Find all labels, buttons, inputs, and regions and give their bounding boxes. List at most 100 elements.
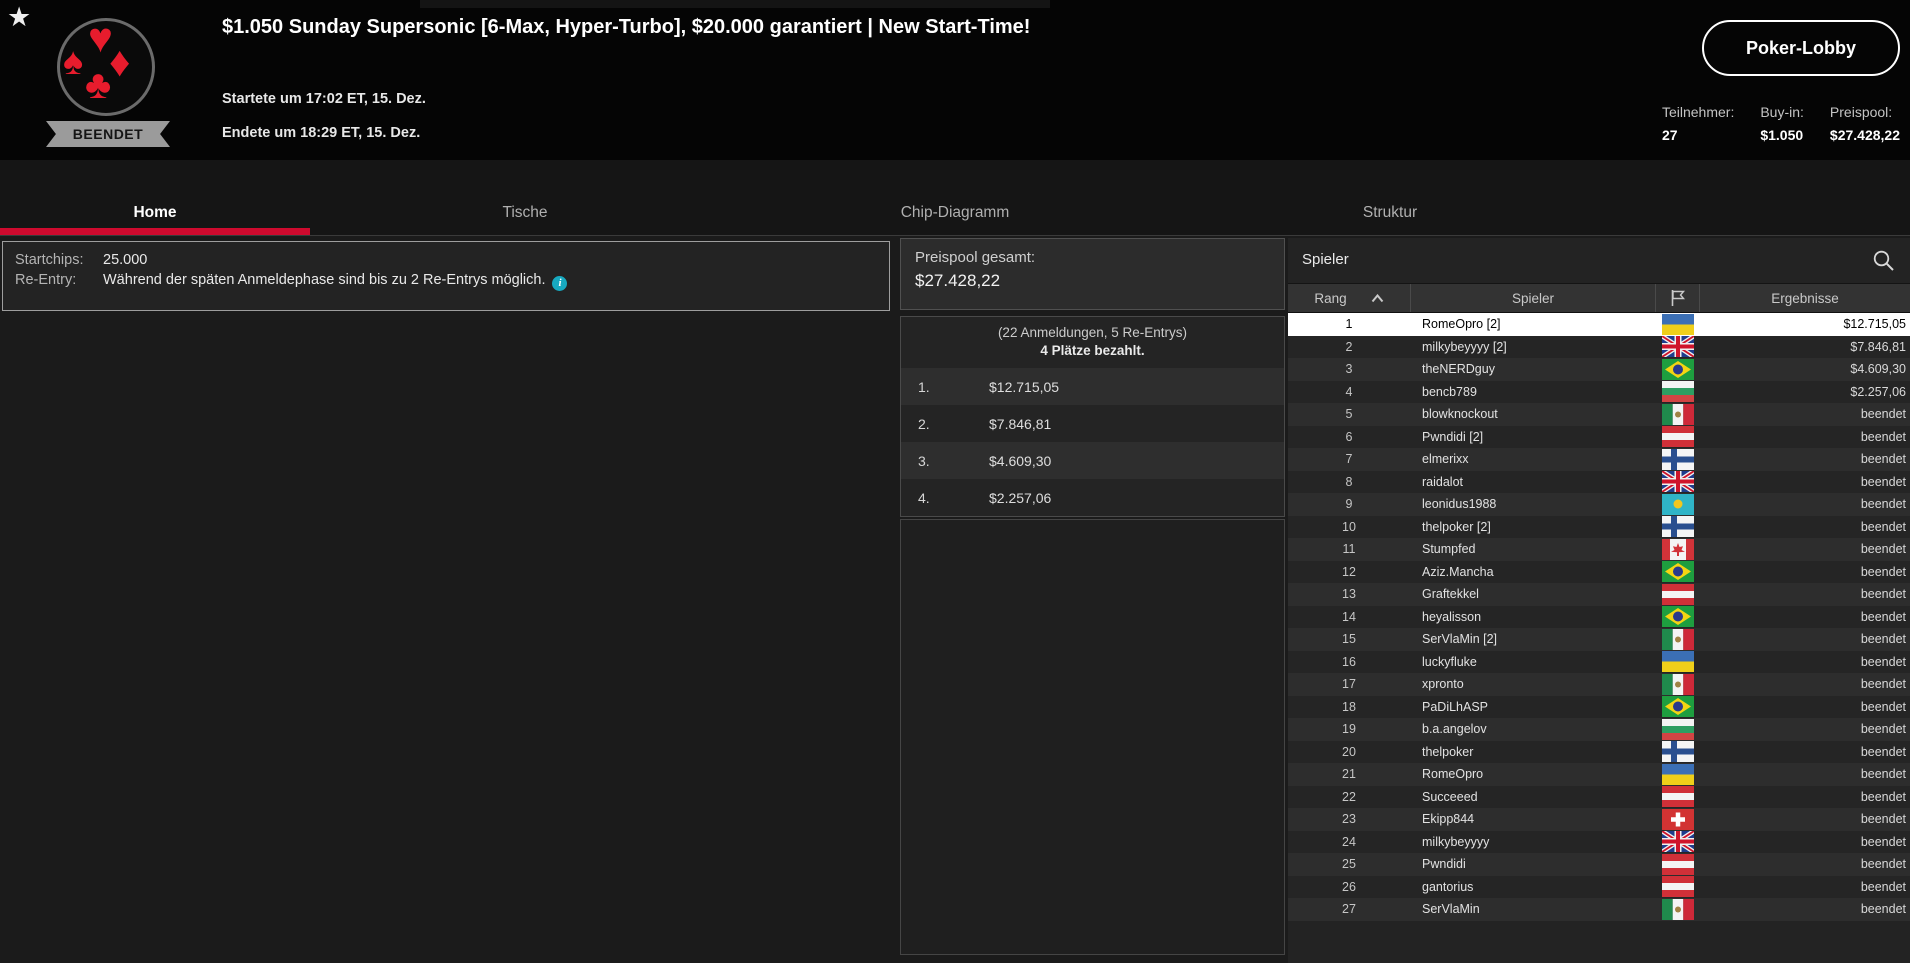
player-result: beendet — [1860, 699, 1906, 714]
player-result: beendet — [1860, 677, 1906, 692]
player-result: beendet — [1860, 744, 1906, 759]
player-row[interactable]: 6 Pwndidi [2] beendet — [1288, 425, 1910, 448]
player-rank: 2 — [1345, 339, 1353, 354]
payout-row: 4. $2.257,06 — [901, 479, 1284, 516]
column-header-rank[interactable]: Rang — [1288, 284, 1410, 312]
prizepool-summary: Preispool gesamt: $27.428,22 — [900, 238, 1285, 310]
flag-icon-mexico — [1655, 403, 1700, 425]
player-row[interactable]: 5 blowknockout beendet — [1288, 403, 1910, 426]
player-row[interactable]: 17 xpronto beendet — [1288, 673, 1910, 696]
player-rank: 15 — [1342, 632, 1356, 647]
player-name: Pwndidi — [1422, 857, 1466, 872]
player-row[interactable]: 2 milkybeyyyy [2] $7.846,81 — [1288, 335, 1910, 358]
content-area: Startchips: 25.000 Re-Entry: Während der… — [0, 236, 1910, 963]
player-rank: 10 — [1342, 519, 1356, 534]
player-name: luckyfluke — [1422, 654, 1477, 669]
tab-tische[interactable]: Tische — [502, 204, 548, 221]
player-rank: 16 — [1342, 654, 1356, 669]
player-name: Stumpfed — [1422, 542, 1476, 557]
player-row[interactable]: 23 Ekipp844 beendet — [1288, 808, 1910, 831]
player-row[interactable]: 16 luckyfluke beendet — [1288, 650, 1910, 673]
player-row[interactable]: 14 heyalisson beendet — [1288, 605, 1910, 628]
player-row[interactable]: 9 leonidus1988 beendet — [1288, 493, 1910, 516]
payout-amount: $2.257,06 — [989, 489, 1052, 506]
player-name: b.a.angelov — [1422, 722, 1487, 737]
player-name: thelpoker — [1422, 744, 1474, 759]
player-row[interactable]: 18 PaDiLhASP beendet — [1288, 695, 1910, 718]
player-rank: 19 — [1342, 722, 1356, 737]
prizepool-total-label: Preispool gesamt: — [915, 249, 1036, 266]
player-result: beendet — [1860, 632, 1906, 647]
player-row[interactable]: 4 bencb789 $2.257,06 — [1288, 380, 1910, 403]
player-rank: 18 — [1342, 699, 1356, 714]
player-result: beendet — [1860, 564, 1906, 579]
payout-row: 2. $7.846,81 — [901, 405, 1284, 442]
player-row[interactable]: 20 thelpoker beendet — [1288, 740, 1910, 763]
flag-icon-canada — [1655, 538, 1700, 560]
player-rank: 27 — [1342, 902, 1356, 917]
payout-row: 3. $4.609,30 — [901, 442, 1284, 479]
prizepool-total-value: $27.428,22 — [915, 271, 1001, 290]
buyin-label: Buy-in: — [1760, 104, 1804, 120]
payout-place: 1. — [918, 378, 930, 395]
tournament-header: ★ ♥ ♠ ♦ ♣ BEENDET $1.050 Sunday Superson… — [0, 0, 1910, 160]
player-row[interactable]: 22 Succeeed beendet — [1288, 785, 1910, 808]
tournament-logo: ♥ ♠ ♦ ♣ — [57, 14, 155, 116]
player-row[interactable]: 27 SerVlaMin beendet — [1288, 898, 1910, 921]
player-name: Ekipp844 — [1422, 812, 1475, 827]
tab-chip-diagramm[interactable]: Chip-Diagramm — [900, 204, 1010, 221]
flag-icon-ukraine — [1655, 763, 1700, 785]
flag-icon-austria — [1655, 426, 1700, 448]
favorite-star-icon[interactable]: ★ — [7, 2, 32, 32]
flag-icon-uk — [1655, 831, 1700, 853]
player-row[interactable]: 8 raidalot beendet — [1288, 470, 1910, 493]
player-name: elmerixx — [1422, 452, 1469, 467]
player-rank: 6 — [1345, 429, 1353, 444]
player-row[interactable]: 10 thelpoker [2] beendet — [1288, 515, 1910, 538]
column-header-player[interactable]: Spieler — [1410, 284, 1655, 312]
flag-icon-ukraine — [1655, 651, 1700, 673]
player-row[interactable]: 24 milkybeyyyy beendet — [1288, 830, 1910, 853]
player-row[interactable]: 3 theNERDguy $4.609,30 — [1288, 358, 1910, 381]
player-row[interactable]: 15 SerVlaMin [2] beendet — [1288, 628, 1910, 651]
search-icon[interactable] — [1871, 248, 1896, 278]
payout-amount: $12.715,05 — [989, 378, 1060, 395]
flag-icon-ukraine — [1655, 313, 1700, 335]
player-rank: 25 — [1342, 857, 1356, 872]
flag-icon-brazil — [1655, 696, 1700, 718]
poker-lobby-button[interactable]: Poker-Lobby — [1702, 20, 1900, 76]
player-row[interactable]: 1 RomeOpro [2] $12.715,05 — [1288, 313, 1910, 336]
payouts-empty-box — [900, 519, 1285, 955]
flag-icon-austria — [1655, 583, 1700, 605]
flag-column-icon[interactable] — [1655, 284, 1700, 312]
flag-icon-austria — [1655, 853, 1700, 875]
tab-home[interactable]: Home — [0, 160, 310, 235]
reentry-label: Re-Entry: — [15, 272, 77, 288]
heart-suit-icon: ♥ — [88, 14, 113, 61]
info-icon[interactable]: i — [552, 276, 568, 291]
player-rank: 8 — [1345, 474, 1353, 489]
player-row[interactable]: 21 RomeOpro beendet — [1288, 763, 1910, 786]
player-row[interactable]: 11 Stumpfed beendet — [1288, 538, 1910, 561]
payout-row: 1. $12.715,05 — [901, 368, 1284, 405]
player-name: raidalot — [1422, 474, 1463, 489]
flag-icon-bulgaria — [1655, 381, 1700, 403]
player-row[interactable]: 25 Pwndidi beendet — [1288, 853, 1910, 876]
sort-ascending-icon — [1371, 293, 1384, 303]
player-row[interactable]: 26 gantorius beendet — [1288, 875, 1910, 898]
player-row[interactable]: 7 elmerixx beendet — [1288, 448, 1910, 471]
player-row[interactable]: 19 b.a.angelov beendet — [1288, 718, 1910, 741]
player-row[interactable]: 12 Aziz.Mancha beendet — [1288, 560, 1910, 583]
prizepool-value: $27.428,22 — [1829, 127, 1900, 143]
tab-struktur[interactable]: Struktur — [1362, 204, 1418, 221]
player-name: bencb789 — [1422, 384, 1477, 399]
player-result: $12.715,05 — [1843, 317, 1906, 332]
player-rank: 14 — [1342, 609, 1356, 624]
player-result: beendet — [1860, 519, 1906, 534]
player-rank: 20 — [1342, 744, 1356, 759]
players-panel-title: Spieler — [1302, 251, 1349, 268]
player-row[interactable]: 13 Graftekkel beendet — [1288, 583, 1910, 606]
column-header-results[interactable]: Ergebnisse — [1771, 290, 1839, 306]
tournament-stats: Teilnehmer: Buy-in: Preispool: 27 $1.050… — [1662, 104, 1900, 143]
tab-bar: Home Tische Chip-Diagramm Struktur — [0, 160, 1910, 236]
